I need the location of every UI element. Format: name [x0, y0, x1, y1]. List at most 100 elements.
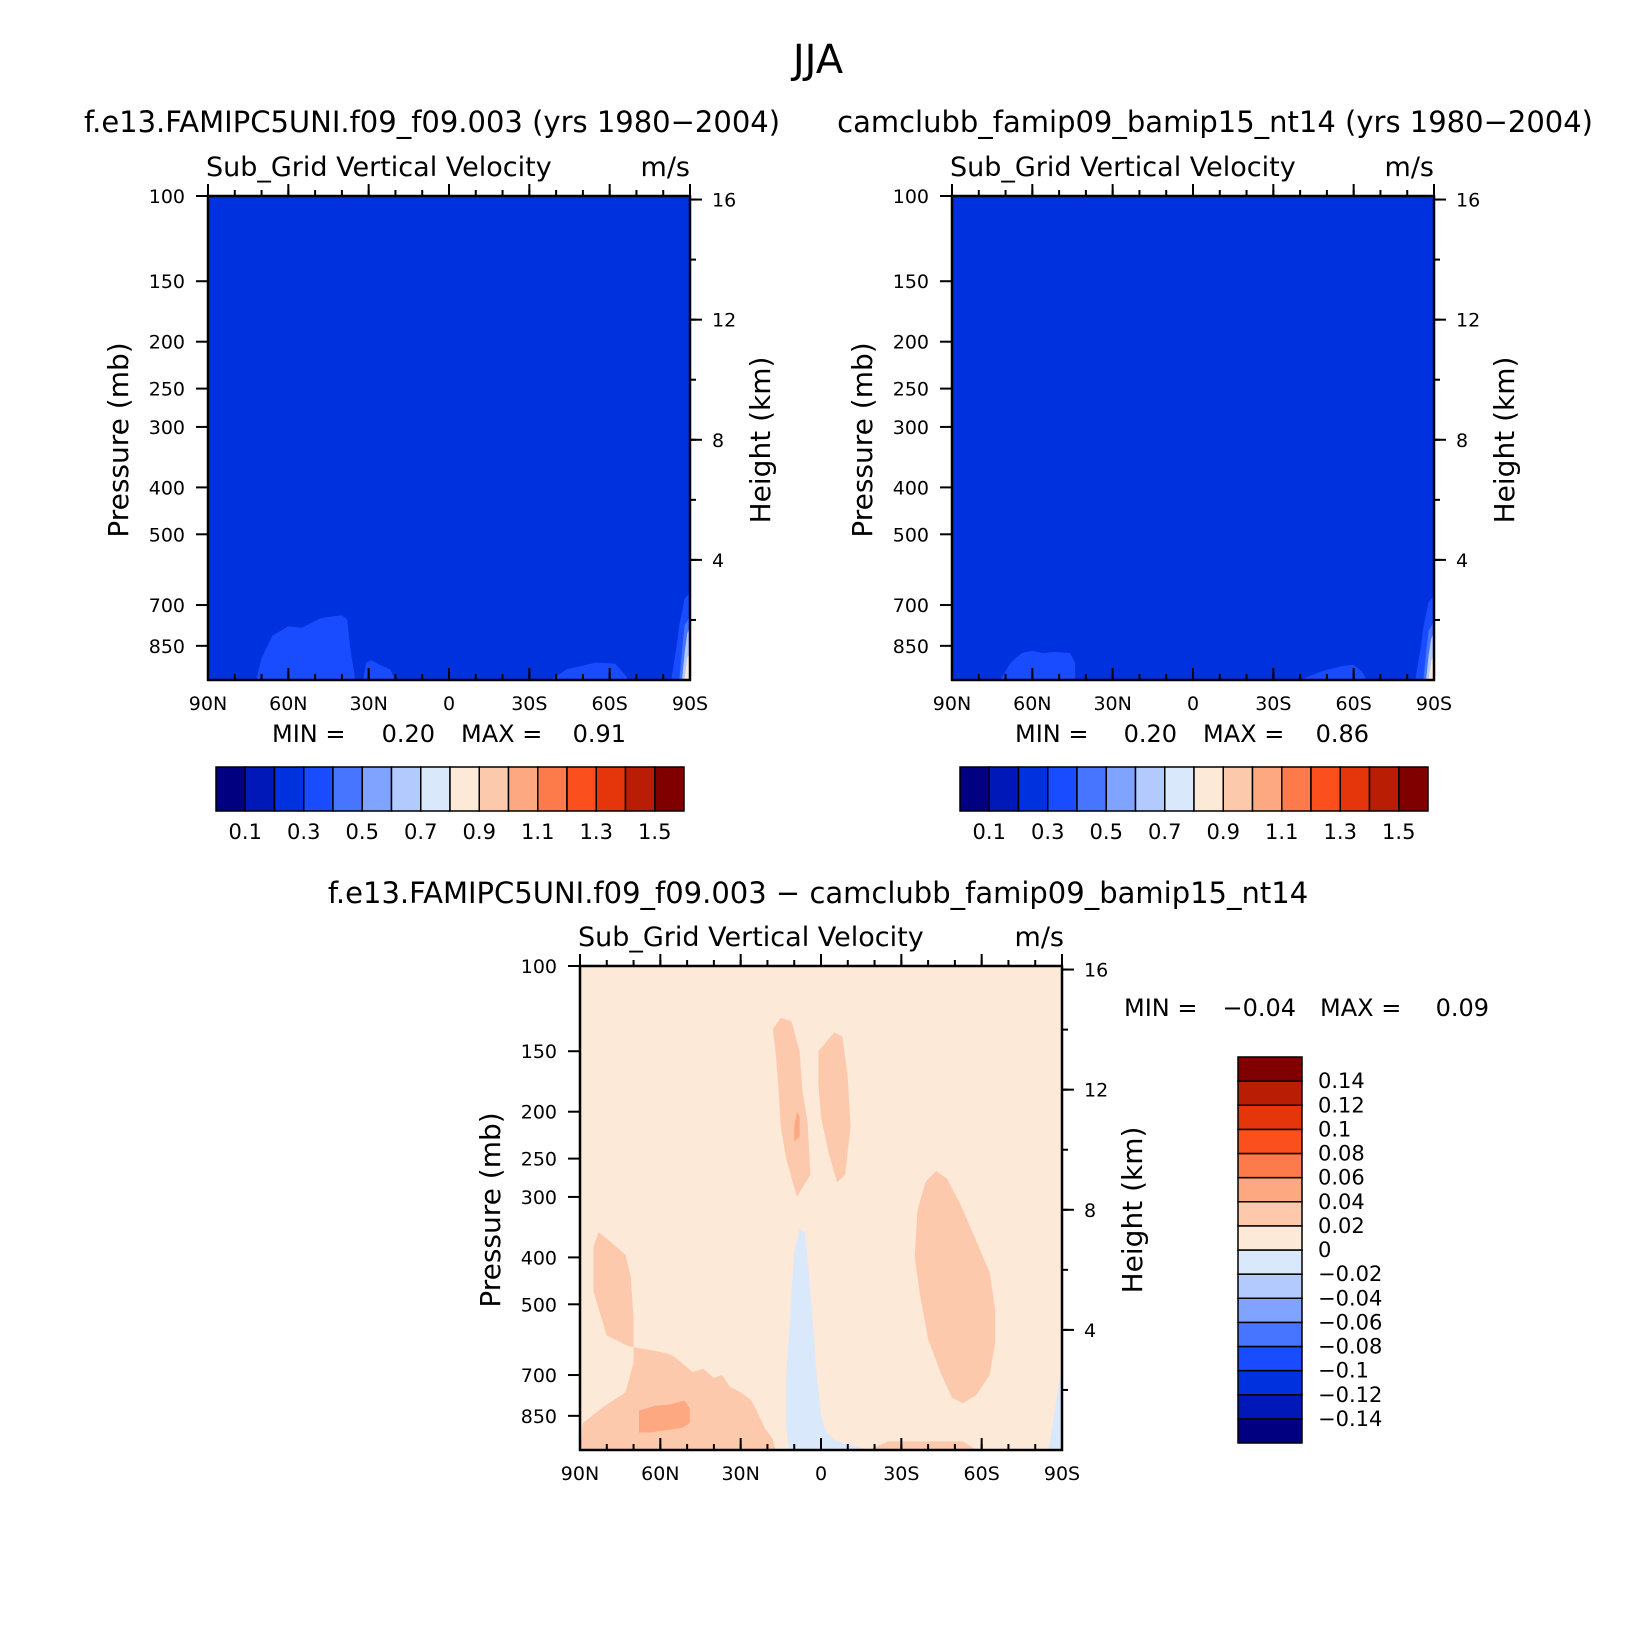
min-value: 0.20 — [1124, 720, 1177, 748]
colorbar-box — [988, 766, 1020, 812]
panel-units: m/s — [1385, 152, 1434, 183]
min-value: 0.20 — [382, 720, 435, 748]
max-label: MAX = — [1320, 994, 1401, 1022]
colorbar-box — [1237, 1225, 1303, 1251]
y-tick-label: 500 — [149, 524, 185, 546]
y-tick-label: 400 — [521, 1247, 557, 1269]
y-right-tick-label: 12 — [1084, 1080, 1108, 1102]
contour-region — [786, 1229, 870, 1450]
y-tick-label: 850 — [521, 1406, 557, 1428]
y-right-tick-label: 16 — [1084, 960, 1108, 982]
y-tick-label: 100 — [893, 186, 929, 208]
y-tick-label: 500 — [521, 1294, 557, 1316]
contour-region — [580, 1232, 776, 1450]
y-right-tick-label: 4 — [712, 550, 724, 572]
contour-region — [256, 615, 356, 680]
colorbar-box — [1047, 766, 1078, 812]
colorbar-box — [1368, 766, 1400, 812]
colorbar: 0.1 0.3 0.5 0.7 0.9 1.1 1.3 1.5 — [959, 766, 1429, 844]
colorbar-box — [959, 766, 990, 812]
panel-variable-title: Sub_Grid Vertical Velocity — [206, 152, 552, 183]
colorbar-box — [273, 766, 305, 812]
panel-units: m/s — [1015, 922, 1064, 953]
contour-background-fill — [208, 196, 690, 680]
colorbar-label: 1.5 — [638, 820, 671, 844]
y-tick-label: 400 — [893, 477, 929, 499]
colorbar-label: 0.3 — [1031, 820, 1064, 844]
colorbar-label: 0.7 — [1148, 820, 1181, 844]
colorbar-label: −0.1 — [1318, 1359, 1369, 1383]
colorbar-box — [1105, 766, 1137, 812]
y-right-tick-label: 8 — [1456, 430, 1468, 452]
x-tick-label: 60N — [1013, 693, 1051, 715]
colorbar-box — [1017, 766, 1049, 812]
y-right-tick-label: 16 — [1456, 190, 1480, 212]
x-tick-label: 0 — [1187, 693, 1199, 715]
colorbar-box — [332, 766, 363, 812]
min-label: MIN = — [1124, 994, 1197, 1022]
y-tick-label: 150 — [893, 271, 929, 293]
colorbar-box — [478, 766, 510, 812]
x-tick-label: 90S — [1044, 1463, 1080, 1485]
max-value: 0.91 — [573, 720, 626, 748]
panel-case-title: f.e13.FAMIPC5UNI.f09_f09.003 − camclubb_… — [328, 876, 1308, 910]
colorbar-box — [1237, 1201, 1303, 1227]
y-tick-label: 500 — [893, 524, 929, 546]
colorbar-label: 1.3 — [1324, 820, 1357, 844]
colorbar-box — [449, 766, 480, 812]
contour-region — [1300, 664, 1368, 680]
y-tick-label: 400 — [149, 477, 185, 499]
colorbar-box — [1193, 766, 1224, 812]
panel-case-title: camclubb_famip09_bamip15_nt14 (yrs 1980−… — [837, 105, 1593, 139]
y-tick-label: 850 — [893, 636, 929, 658]
contour-region — [638, 1400, 690, 1433]
max-value: 0.86 — [1316, 720, 1369, 748]
colorbar: 0.140.120.10.080.060.040.020−0.02−0.04−0… — [1237, 1056, 1382, 1444]
colorbar-box — [1237, 1321, 1303, 1348]
y-tick-label: 700 — [149, 595, 185, 617]
x-tick-label: 90N — [189, 693, 227, 715]
y-right-tick-label: 12 — [1456, 310, 1480, 332]
colorbar-box — [390, 766, 422, 812]
contour-region — [363, 660, 396, 680]
x-tick-label: 90S — [672, 693, 708, 715]
colorbar-label: 1.3 — [580, 820, 613, 844]
colorbar-label: 0.02 — [1318, 1214, 1365, 1238]
y-tick-label: 100 — [521, 956, 557, 978]
y-tick-label: 300 — [893, 417, 929, 439]
colorbar-label: 0.08 — [1318, 1142, 1365, 1166]
min-label: MIN = — [272, 720, 345, 748]
contour-region — [1000, 650, 1076, 680]
colorbar-label: 0.1 — [973, 820, 1006, 844]
colorbar-box — [1339, 766, 1371, 812]
colorbar-box — [1281, 766, 1312, 812]
colorbar-label: 0.12 — [1318, 1093, 1365, 1117]
colorbar-label: −0.04 — [1318, 1286, 1382, 1310]
y-tick-label: 300 — [521, 1187, 557, 1209]
colorbar-box — [303, 766, 334, 812]
x-tick-label: 30S — [1255, 693, 1291, 715]
colorbar-box — [1134, 766, 1166, 812]
y-right-tick-label: 8 — [1084, 1200, 1096, 1222]
colorbar-label: 0.7 — [404, 820, 437, 844]
contour-plot-area: 90N 60N 30N 0 30S 60S 90S 100 150 200 250 300 400 500… — [521, 954, 1108, 1485]
contour-background-fill — [952, 196, 1434, 680]
panel-difference: f.e13.FAMIPC5UNI.f09_f09.003 − camclubb_… — [328, 876, 1489, 1485]
colorbar-box — [595, 766, 627, 812]
contour-region — [818, 1032, 851, 1183]
colorbar-box — [1237, 1176, 1303, 1203]
colorbar-label: 0.06 — [1318, 1166, 1365, 1190]
x-tick-label: 60N — [269, 693, 307, 715]
colorbar-box — [1251, 766, 1283, 812]
colorbar-label: 0.5 — [1090, 820, 1123, 844]
colorbar-label: 0.14 — [1318, 1069, 1365, 1093]
panel-control-case: f.e13.FAMIPC5UNI.f09_f09.003 (yrs 1980−2… — [84, 105, 780, 844]
colorbar-box — [1076, 766, 1107, 812]
colorbar-label: 1.5 — [1382, 820, 1415, 844]
x-tick-label: 60S — [592, 693, 628, 715]
max-value: 0.09 — [1436, 994, 1489, 1022]
x-tick-label: 90S — [1416, 693, 1452, 715]
colorbar-box — [361, 766, 393, 812]
colorbar-label: 0.1 — [229, 820, 262, 844]
